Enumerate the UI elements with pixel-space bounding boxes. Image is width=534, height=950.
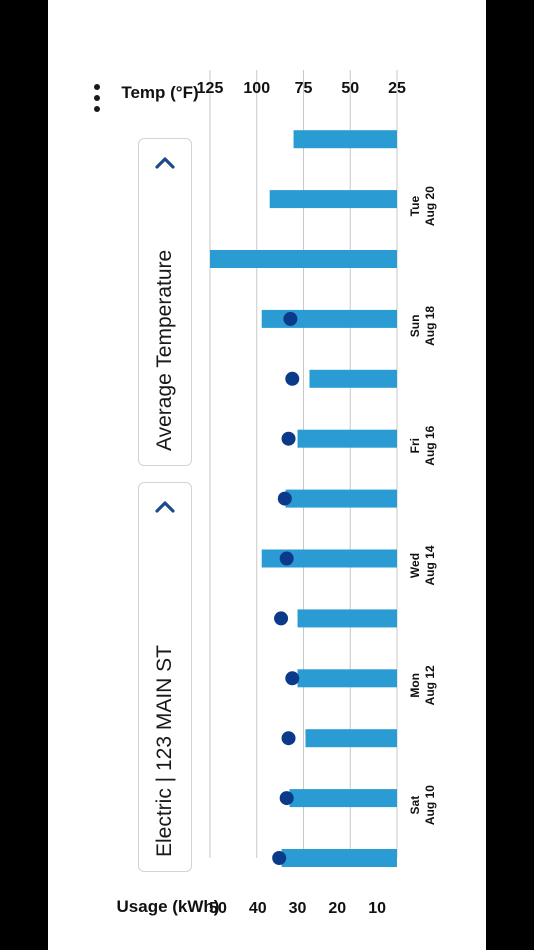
temp-dot (279, 791, 294, 806)
app-screen: Electric | 123 MAIN ST Average Temperatu… (48, 0, 486, 950)
usage-bar (305, 729, 397, 748)
x-day-label: Wed (408, 553, 422, 578)
x-date-label: Aug 14 (423, 545, 437, 585)
usage-tick-label: 50 (209, 900, 227, 917)
usage-bar (261, 549, 397, 568)
temp-axis-title: Temp (°F) (121, 83, 198, 102)
usage-tick-label: 10 (368, 900, 386, 917)
temp-dot (285, 371, 300, 386)
account-dropdown[interactable]: Electric | 123 MAIN ST (138, 482, 192, 872)
temp-dot (274, 611, 289, 626)
x-date-label: Aug 16 (423, 425, 437, 465)
usage-bar (281, 849, 397, 867)
usage-axis-title: Usage (kWh) (117, 897, 220, 916)
x-day-label: Sun (408, 315, 422, 338)
temp-dot (281, 431, 296, 446)
x-day-label: Tue (408, 196, 422, 217)
usage-bar (293, 130, 397, 149)
temp-dot (281, 731, 296, 746)
temp-dot (277, 491, 292, 506)
usage-bar (297, 609, 398, 628)
chevron-right-icon (155, 157, 175, 169)
x-date-label: Aug 12 (423, 665, 437, 705)
chevron-right-icon (155, 501, 175, 513)
usage-bar (210, 250, 397, 268)
x-day-label: Sat (408, 796, 422, 815)
temp-dot (272, 851, 287, 865)
usage-bar (269, 190, 397, 209)
usage-bar (289, 789, 397, 808)
usage-bar (261, 309, 397, 328)
temp-dot (283, 311, 298, 326)
usage-bar (297, 669, 398, 688)
x-date-label: Aug 20 (423, 186, 437, 226)
usage-tick-label: 40 (249, 900, 267, 917)
usage-bar (309, 369, 397, 388)
x-day-label: Fri (408, 438, 422, 453)
usage-tick-label: 20 (328, 900, 346, 917)
temp-dot (279, 551, 294, 566)
compare-dropdown[interactable]: Average Temperature (138, 138, 192, 466)
temp-tick-label: 100 (243, 80, 270, 97)
temp-tick-label: 125 (197, 80, 224, 97)
usage-bar (285, 489, 398, 508)
x-date-label: Aug 10 (423, 785, 437, 825)
temp-tick-label: 50 (341, 80, 359, 97)
app-canvas: Electric | 123 MAIN ST Average Temperatu… (48, 0, 486, 950)
usage-bar (297, 429, 398, 448)
temp-dot (285, 671, 300, 686)
temp-tick-label: 25 (388, 80, 406, 97)
x-date-label: Aug 18 (423, 306, 437, 346)
temp-tick-label: 75 (295, 80, 313, 97)
x-day-label: Mon (408, 673, 422, 698)
usage-tick-label: 30 (289, 900, 307, 917)
